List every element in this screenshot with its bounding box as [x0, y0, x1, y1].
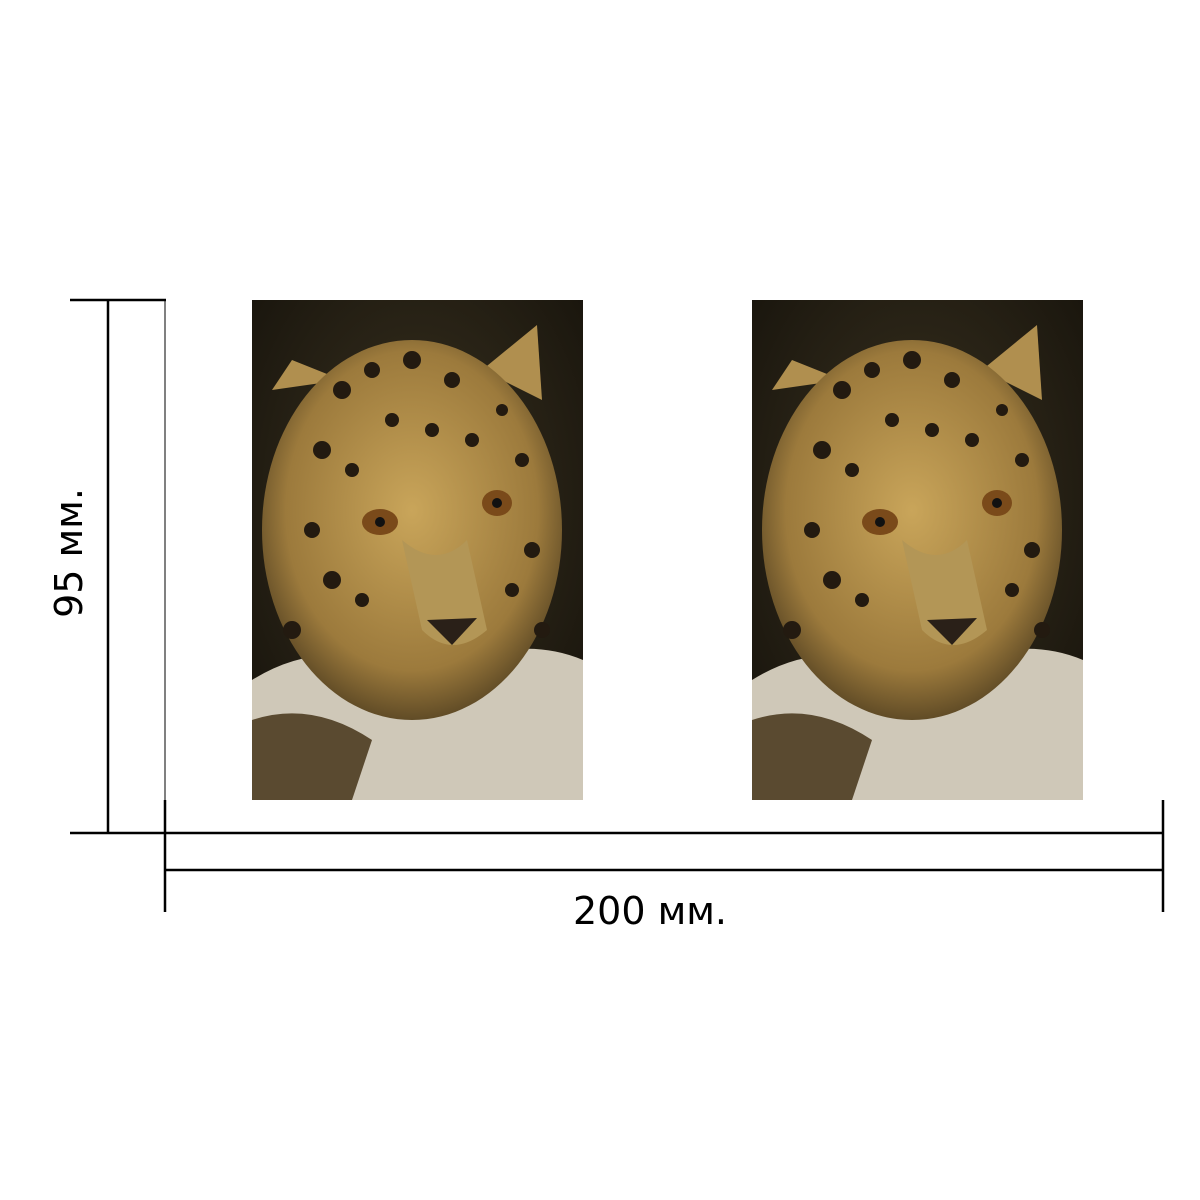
- width-dimension: 200 мм.: [163, 800, 1165, 933]
- height-label: 95 мм.: [47, 488, 91, 618]
- width-label: 200 мм.: [573, 889, 727, 933]
- height-dimension: 95 мм.: [47, 298, 166, 835]
- product-image-right: [752, 300, 1083, 800]
- product-image-left: [252, 300, 583, 800]
